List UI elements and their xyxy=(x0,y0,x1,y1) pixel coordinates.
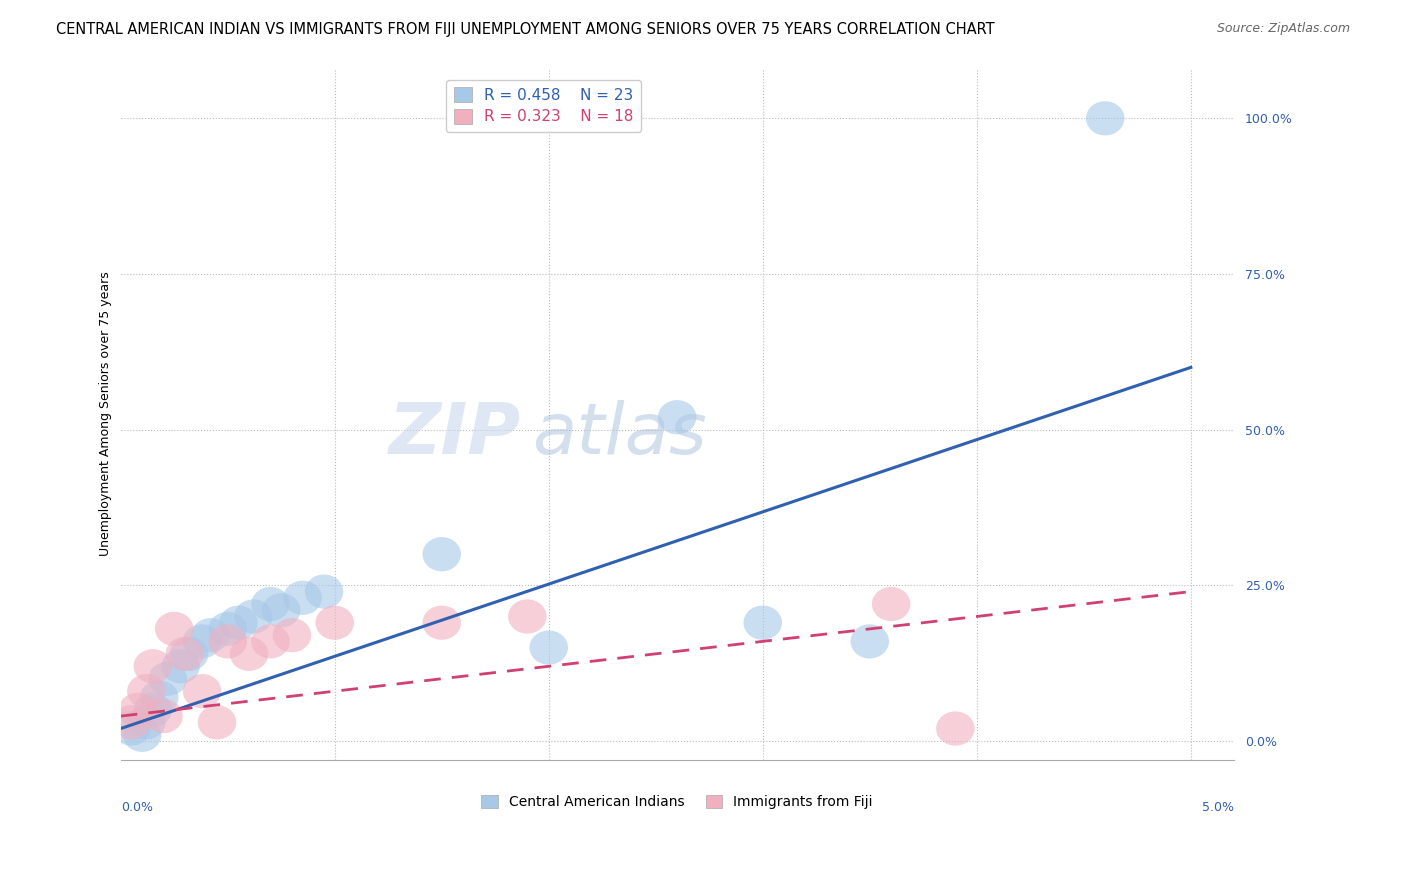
Ellipse shape xyxy=(127,674,166,708)
Ellipse shape xyxy=(191,618,229,652)
Text: 0.0%: 0.0% xyxy=(121,801,153,814)
Ellipse shape xyxy=(235,599,273,633)
Ellipse shape xyxy=(744,606,782,640)
Ellipse shape xyxy=(170,637,208,671)
Ellipse shape xyxy=(141,681,179,714)
Ellipse shape xyxy=(936,712,974,746)
Ellipse shape xyxy=(252,587,290,621)
Ellipse shape xyxy=(229,637,269,671)
Ellipse shape xyxy=(422,537,461,572)
Ellipse shape xyxy=(155,612,194,646)
Ellipse shape xyxy=(145,699,183,733)
Ellipse shape xyxy=(118,693,157,727)
Ellipse shape xyxy=(183,674,221,708)
Text: 5.0%: 5.0% xyxy=(1202,801,1233,814)
Ellipse shape xyxy=(134,649,172,683)
Ellipse shape xyxy=(149,662,187,696)
Ellipse shape xyxy=(122,718,162,752)
Ellipse shape xyxy=(127,706,166,739)
Ellipse shape xyxy=(262,593,301,627)
Y-axis label: Unemployment Among Seniors over 75 years: Unemployment Among Seniors over 75 years xyxy=(100,272,112,557)
Text: Source: ZipAtlas.com: Source: ZipAtlas.com xyxy=(1216,22,1350,36)
Ellipse shape xyxy=(134,693,172,727)
Ellipse shape xyxy=(183,624,221,658)
Text: atlas: atlas xyxy=(533,401,707,469)
Ellipse shape xyxy=(422,606,461,640)
Ellipse shape xyxy=(208,624,247,658)
Ellipse shape xyxy=(851,624,889,658)
Text: CENTRAL AMERICAN INDIAN VS IMMIGRANTS FROM FIJI UNEMPLOYMENT AMONG SENIORS OVER : CENTRAL AMERICAN INDIAN VS IMMIGRANTS FR… xyxy=(56,22,995,37)
Ellipse shape xyxy=(219,606,257,640)
Ellipse shape xyxy=(530,631,568,665)
Ellipse shape xyxy=(273,618,311,652)
Ellipse shape xyxy=(208,612,247,646)
Ellipse shape xyxy=(198,706,236,739)
Legend: Central American Indians, Immigrants from Fiji: Central American Indians, Immigrants fro… xyxy=(475,789,879,815)
Ellipse shape xyxy=(315,606,354,640)
Ellipse shape xyxy=(1085,101,1125,136)
Ellipse shape xyxy=(252,624,290,658)
Text: ZIP: ZIP xyxy=(389,401,522,469)
Ellipse shape xyxy=(872,587,911,621)
Ellipse shape xyxy=(112,712,150,746)
Ellipse shape xyxy=(112,706,150,739)
Ellipse shape xyxy=(658,401,696,434)
Ellipse shape xyxy=(162,649,200,683)
Ellipse shape xyxy=(508,599,547,633)
Ellipse shape xyxy=(284,581,322,615)
Ellipse shape xyxy=(305,574,343,608)
Ellipse shape xyxy=(166,637,204,671)
